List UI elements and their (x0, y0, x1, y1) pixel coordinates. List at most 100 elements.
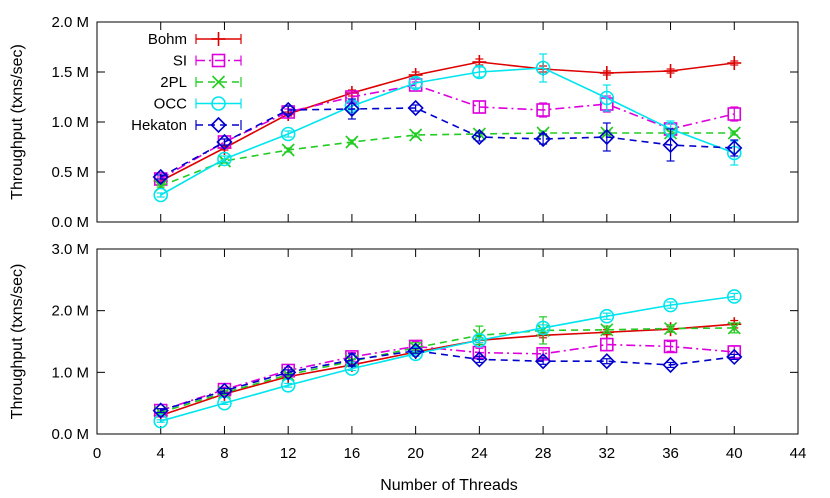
data-point (345, 135, 359, 149)
data-point (534, 130, 552, 148)
series-line-hekaton (160, 349, 735, 412)
error-bar (475, 355, 484, 364)
x-tick-label: 32 (598, 445, 615, 462)
data-point (727, 126, 741, 140)
error-bar (539, 324, 548, 332)
data-point (726, 348, 743, 366)
data-point (472, 100, 487, 114)
data-point (535, 60, 551, 76)
data-point (663, 64, 678, 78)
error-bar (602, 84, 611, 112)
x-tick-label: 28 (535, 445, 552, 462)
data-point (408, 346, 423, 362)
data-point (600, 323, 614, 337)
error-bar (730, 353, 739, 360)
error-bar (220, 138, 229, 146)
data-point (217, 151, 232, 167)
data-point (727, 321, 741, 335)
data-point (280, 126, 296, 142)
error-bar (666, 361, 675, 368)
error-bar (666, 128, 675, 162)
x-tick-label: 40 (726, 445, 743, 462)
x-tick-label: 8 (220, 445, 228, 462)
error-bar (156, 408, 165, 414)
series-line-hekaton (160, 107, 735, 178)
data-point (727, 107, 742, 121)
data-point (599, 66, 614, 80)
data-point (407, 342, 424, 359)
series-line-2pl (160, 132, 735, 187)
y-tick-label: 0.0 M (51, 214, 89, 231)
error-bar (411, 347, 420, 354)
series-2pl (154, 126, 741, 193)
x-tick-label: 16 (344, 445, 361, 462)
error-bar (284, 369, 293, 376)
error-bar (284, 382, 293, 388)
error-bar (411, 104, 420, 112)
data-point (534, 353, 552, 370)
error-bar (539, 53, 548, 83)
x-tick-label: 0 (93, 445, 101, 462)
y-tick-label: 1.5 M (51, 64, 89, 81)
data-point (343, 351, 361, 369)
error-bar (602, 358, 611, 365)
error-bar (602, 122, 611, 152)
legend-marker (211, 53, 226, 68)
data-point (153, 413, 169, 429)
data-point (535, 320, 551, 336)
data-point (280, 101, 297, 119)
error-bar (411, 77, 420, 89)
data-point (471, 351, 488, 368)
error-bar (730, 292, 739, 301)
x-tick-label: 36 (662, 445, 679, 462)
data-point (152, 402, 169, 419)
error-bar (220, 401, 229, 405)
data-point (662, 356, 679, 374)
data-point (216, 133, 233, 151)
error-bar (220, 155, 229, 163)
x-axis-label: Number of Threads (380, 477, 518, 494)
legend-marker (211, 96, 226, 111)
error-bar (539, 357, 548, 365)
error-bar (284, 130, 293, 138)
legend-item-hekaton: Hekaton (131, 116, 242, 134)
data-point (599, 308, 615, 324)
data-point (280, 364, 297, 381)
y-tick-label: 0.0 M (51, 426, 89, 443)
x-tick-label: 12 (280, 445, 297, 462)
data-point (471, 128, 488, 146)
series-occ (153, 53, 742, 203)
legend-label: Hekaton (131, 117, 187, 134)
data-point (408, 75, 423, 91)
legend: Bohm SI 2PL OCC Hekaton (131, 31, 242, 134)
error-bar (730, 106, 739, 122)
error-bar (475, 66, 484, 78)
data-point (407, 99, 424, 117)
series-line-2pl (160, 327, 735, 414)
legend-marker (211, 75, 226, 89)
series-bohm (153, 317, 742, 423)
series-2pl (154, 316, 741, 419)
y-axis-label: Throughput (txns/sec) (9, 264, 26, 420)
data-point (663, 297, 678, 313)
x-tick-label: 4 (157, 445, 165, 462)
data-point (153, 187, 169, 203)
error-bar (666, 301, 675, 309)
legend-label: 2PL (160, 74, 187, 91)
error-bar (156, 192, 165, 198)
series-line-occ (160, 295, 735, 422)
error-bar (475, 337, 484, 344)
series-si (153, 337, 742, 418)
y-tick-label: 3.0 M (51, 241, 89, 258)
series-occ (153, 289, 742, 429)
y-tick-label: 1.0 M (51, 114, 89, 131)
data-point (472, 332, 487, 348)
bottom-panel: 0.0 M 1.0 M 2.0 M 3.0 M 0 4 8 12 16 20 24 28 32 36 40 4… (9, 241, 806, 462)
legend-item-bohm: Bohm (148, 31, 242, 48)
legend-label: SI (173, 53, 187, 70)
legend-label: Bohm (148, 31, 187, 48)
legend-item-occ: OCC (154, 96, 242, 113)
error-bar (666, 340, 675, 352)
data-point (152, 168, 169, 186)
